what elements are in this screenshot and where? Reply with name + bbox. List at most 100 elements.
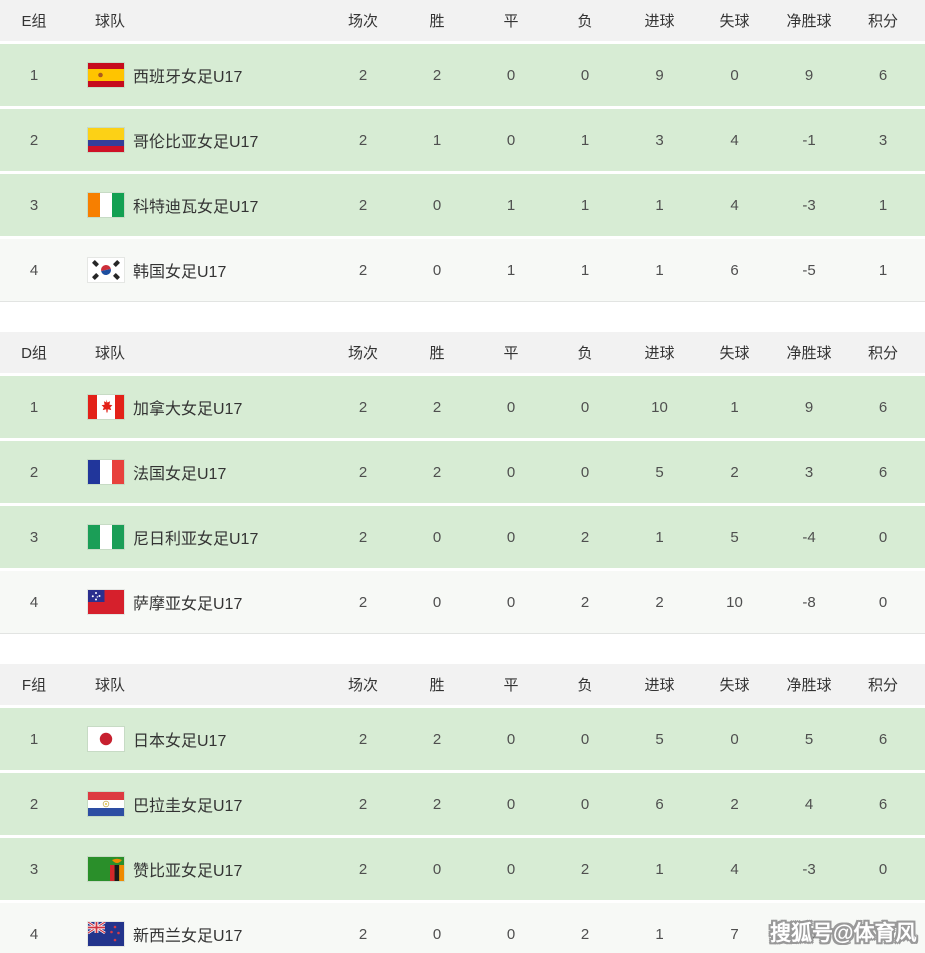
team-row-spain: 1 西班牙女足U17 2 2 0 0 9 0 9 6	[0, 44, 925, 106]
zambia-flag-icon	[88, 857, 124, 881]
team-row-new-zealand: 4 新西兰女足U17 2 0 0 2 1 7 -6 0	[0, 903, 925, 953]
goals-against-cell: 0	[730, 66, 739, 84]
goal-diff-cell: -5	[802, 261, 816, 279]
team-cell: 韩国女足U17	[68, 258, 326, 282]
points-cell: 6	[878, 463, 888, 481]
rank-cell: 4	[29, 593, 39, 611]
team-column-header: 球队	[95, 677, 126, 694]
goals-against-cell: 7	[730, 925, 739, 943]
team-column-header: 球队	[95, 13, 126, 30]
draw-cell: 0	[506, 730, 516, 748]
goals-against-column-header: 失球	[719, 13, 750, 30]
goals-for-cell: 1	[655, 860, 664, 878]
draw-column-header: 平	[503, 13, 519, 30]
team-name: 巴拉圭女足U17	[133, 798, 243, 815]
loss-cell: 1	[580, 196, 590, 214]
team-cell: 法国女足U17	[68, 460, 326, 484]
win-cell: 0	[432, 925, 442, 943]
loss-cell: 0	[580, 463, 590, 481]
points-cell: 6	[878, 66, 888, 84]
goal-diff-column-header: 净胜球	[786, 345, 832, 362]
played-cell: 2	[358, 795, 368, 813]
points-cell: 0	[878, 528, 888, 546]
points-column-header: 积分	[867, 13, 898, 30]
points-column-header: 积分	[867, 345, 898, 362]
rank-cell: 1	[29, 730, 39, 748]
goals-against-cell: 4	[730, 196, 739, 214]
played-column-header: 场次	[347, 13, 378, 30]
goals-against-cell: 5	[730, 528, 739, 546]
goals-for-cell: 1	[655, 261, 664, 279]
paraguay-flag-icon	[88, 792, 124, 816]
goal-diff-cell: 3	[804, 463, 814, 481]
loss-cell: 2	[580, 860, 590, 878]
team-name: 西班牙女足U17	[133, 69, 243, 86]
loss-cell: 1	[580, 131, 590, 149]
win-cell: 2	[432, 463, 442, 481]
group-e-table: E组 球队 场次 胜 平 负 进球 失球 净胜球 积分 1 西班牙女足U17 2…	[0, 0, 925, 302]
rank-cell: 1	[29, 66, 39, 84]
goals-for-cell: 5	[655, 463, 664, 481]
win-cell: 0	[432, 196, 442, 214]
loss-column-header: 负	[577, 13, 593, 30]
team-column-header: 球队	[95, 345, 126, 362]
played-cell: 2	[358, 398, 368, 416]
rank-cell: 2	[29, 463, 39, 481]
loss-cell: 1	[580, 261, 590, 279]
goals-for-cell: 1	[655, 528, 664, 546]
played-cell: 2	[358, 730, 368, 748]
points-cell: 0	[878, 925, 888, 943]
goal-diff-cell: 9	[804, 398, 814, 416]
win-cell: 2	[432, 730, 442, 748]
played-cell: 2	[358, 131, 368, 149]
win-cell: 0	[432, 860, 442, 878]
team-name: 新西兰女足U17	[133, 928, 243, 945]
goals-against-cell: 2	[730, 795, 739, 813]
team-row-colombia: 2 哥伦比亚女足U17 2 1 0 1 3 4 -1 3	[0, 109, 925, 171]
loss-cell: 0	[580, 795, 590, 813]
goals-for-cell: 6	[655, 795, 664, 813]
loss-cell: 0	[580, 66, 590, 84]
win-column-header: 胜	[429, 13, 445, 30]
points-cell: 0	[878, 860, 888, 878]
goal-diff-cell: -8	[802, 593, 816, 611]
win-cell: 0	[432, 261, 442, 279]
goals-for-column-header: 进球	[644, 345, 675, 362]
played-cell: 2	[358, 261, 368, 279]
draw-cell: 0	[506, 860, 516, 878]
win-cell: 2	[432, 795, 442, 813]
goals-against-cell: 4	[730, 860, 739, 878]
goal-diff-cell: -3	[802, 196, 816, 214]
team-row-south-korea: 4 韩国女足U17 2 0 1 1 1 6 -5 1	[0, 239, 925, 302]
rank-cell: 3	[29, 860, 39, 878]
team-row-nigeria: 3 尼日利亚女足U17 2 0 0 2 1 5 -4 0	[0, 506, 925, 568]
win-column-header: 胜	[429, 345, 445, 362]
draw-column-header: 平	[503, 677, 519, 694]
team-row-samoa: 4 萨摩亚女足U17 2 0 0 2 2 10 -8 0	[0, 571, 925, 634]
draw-cell: 1	[506, 196, 516, 214]
goals-for-cell: 1	[655, 196, 664, 214]
points-cell: 1	[878, 261, 888, 279]
rank-cell: 4	[29, 925, 39, 943]
goals-for-cell: 9	[655, 66, 664, 84]
points-cell: 6	[878, 398, 888, 416]
loss-column-header: 负	[577, 345, 593, 362]
cote-divoire-flag-icon	[88, 193, 124, 217]
team-row-paraguay: 2 巴拉圭女足U17 2 2 0 0 6 2 4 6	[0, 773, 925, 835]
team-cell: 尼日利亚女足U17	[68, 525, 326, 549]
draw-cell: 0	[506, 925, 516, 943]
played-cell: 2	[358, 593, 368, 611]
team-name: 韩国女足U17	[133, 264, 227, 281]
win-cell: 0	[432, 593, 442, 611]
team-cell: 赞比亚女足U17	[68, 857, 326, 881]
team-row-canada: 1 加拿大女足U17 2 2 0 0 10 1 9 6	[0, 376, 925, 438]
draw-cell: 0	[506, 795, 516, 813]
played-column-header: 场次	[347, 677, 378, 694]
team-row-france: 2 法国女足U17 2 2 0 0 5 2 3 6	[0, 441, 925, 503]
team-name: 加拿大女足U17	[133, 401, 243, 418]
samoa-flag-icon	[88, 590, 124, 614]
team-cell: 萨摩亚女足U17	[68, 590, 326, 614]
draw-cell: 0	[506, 398, 516, 416]
new-zealand-flag-icon	[88, 922, 124, 946]
